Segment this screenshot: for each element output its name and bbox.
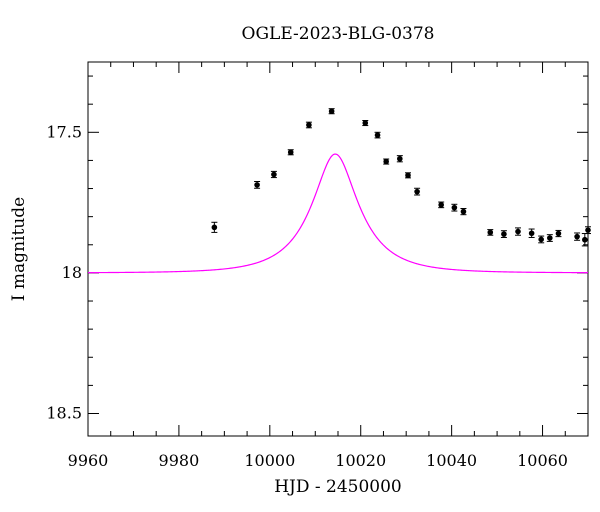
point-marker [397,155,403,162]
point-marker [306,122,312,128]
point-marker [528,230,535,237]
point-marker [515,228,521,235]
data-point [254,181,261,189]
point-marker [414,188,420,195]
point-marker [328,108,335,115]
point-marker [438,202,444,208]
data-point [396,155,403,163]
point-marker [383,158,389,165]
point-marker [501,231,507,237]
model-curve-group [88,153,589,274]
y-tick-label: 17.5 [46,122,82,141]
chart-title: OGLE-2023-BLG-0378 [242,24,435,44]
data-point [460,208,467,216]
data-point [383,158,390,165]
x-tick-label: 9960 [68,451,109,470]
plot-frame [87,61,589,437]
data-point [581,233,588,247]
data-point [515,227,521,236]
x-tick-labels: 9960 9980 10000 10020 10040 10060 [68,451,568,470]
data-point [555,229,562,238]
point-marker [538,236,544,243]
data-point [362,119,369,127]
data-point [305,121,312,129]
point-marker [460,208,467,215]
data-point [585,226,591,235]
x-tick-label: 10060 [517,451,568,470]
point-marker [287,149,294,156]
data-point [287,149,294,156]
point-marker [254,182,260,188]
y-tick-label: 18 [62,263,82,282]
data-point [451,203,458,212]
y-tick-label: 18.5 [46,404,82,423]
point-marker [405,172,411,179]
data-point [487,229,494,236]
point-marker [211,224,218,231]
point-marker [555,230,562,237]
point-marker [582,236,588,243]
x-tick-label: 10000 [244,451,295,470]
data-point [270,170,277,179]
axis-ticks [87,62,589,436]
point-marker [585,227,591,233]
point-marker [362,120,369,126]
point-marker [574,233,580,240]
x-tick-label: 10020 [335,451,386,470]
x-tick-label: 9980 [159,451,200,470]
point-marker [374,132,381,138]
point-marker [271,171,277,178]
data-point [438,201,445,209]
data-point [414,187,421,196]
data-point [405,172,411,179]
x-axis-label: HJD - 2450000 [274,477,402,497]
data-point [538,235,545,244]
y-axis-label: I magnitude [9,197,29,301]
data-point [546,234,553,242]
data-point [574,232,581,241]
y-tick-labels: 17.5 18 18.5 [46,122,82,422]
point-marker [451,204,458,211]
data-points-group [211,108,591,247]
data-point [211,221,218,233]
model-curve [88,153,589,274]
data-point [328,108,335,115]
point-marker [547,235,553,241]
point-marker [487,229,494,236]
data-point [500,230,507,238]
data-point [374,131,381,139]
data-point [528,228,535,238]
x-tick-label: 10040 [426,451,477,470]
plot-area [87,61,589,437]
